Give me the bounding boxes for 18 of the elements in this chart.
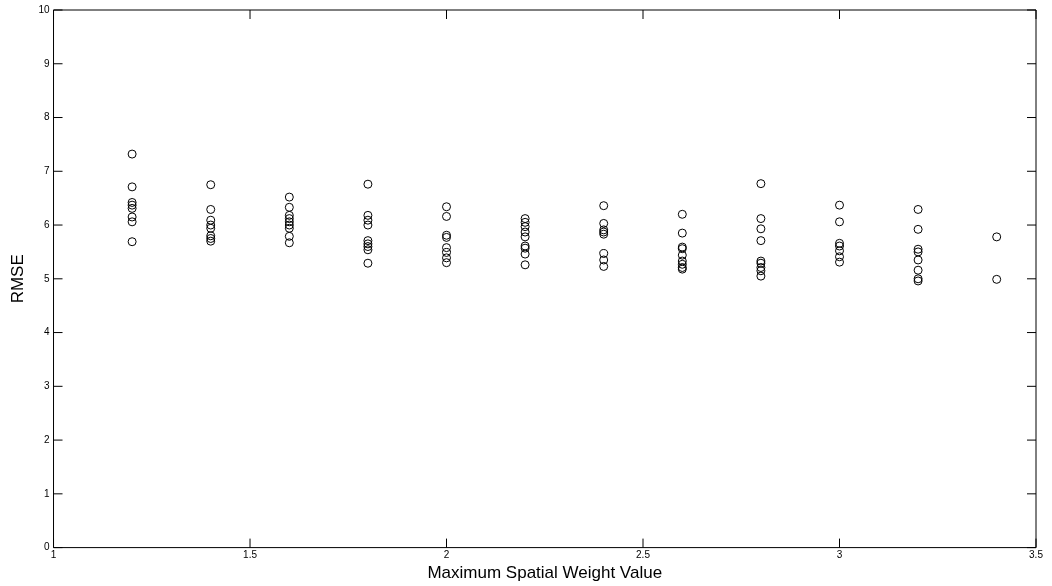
- x-tick-label: 3: [836, 549, 843, 561]
- x-tick-label: 3.5: [1029, 549, 1044, 561]
- x-tick-label: 2.5: [636, 549, 651, 561]
- y-tick-label: 9: [43, 57, 50, 69]
- y-tick-label: 2: [43, 433, 50, 445]
- y-tick-label: 8: [43, 111, 50, 123]
- y-tick-label: 7: [43, 165, 50, 177]
- x-axis-title: Maximum Spatial Weight Value: [427, 563, 663, 583]
- y-tick-label: 0: [43, 541, 50, 553]
- y-axis-title: RMSE: [7, 254, 27, 304]
- y-tick-label: 4: [43, 326, 50, 338]
- y-tick-label: 1: [43, 487, 50, 499]
- x-tick-label: 2: [443, 549, 450, 561]
- x-tick-label: 1.5: [243, 549, 258, 561]
- y-tick-label: 6: [43, 218, 50, 230]
- y-tick-label: 10: [38, 3, 50, 15]
- y-tick-label: 5: [43, 272, 50, 284]
- y-tick-label: 3: [43, 380, 50, 392]
